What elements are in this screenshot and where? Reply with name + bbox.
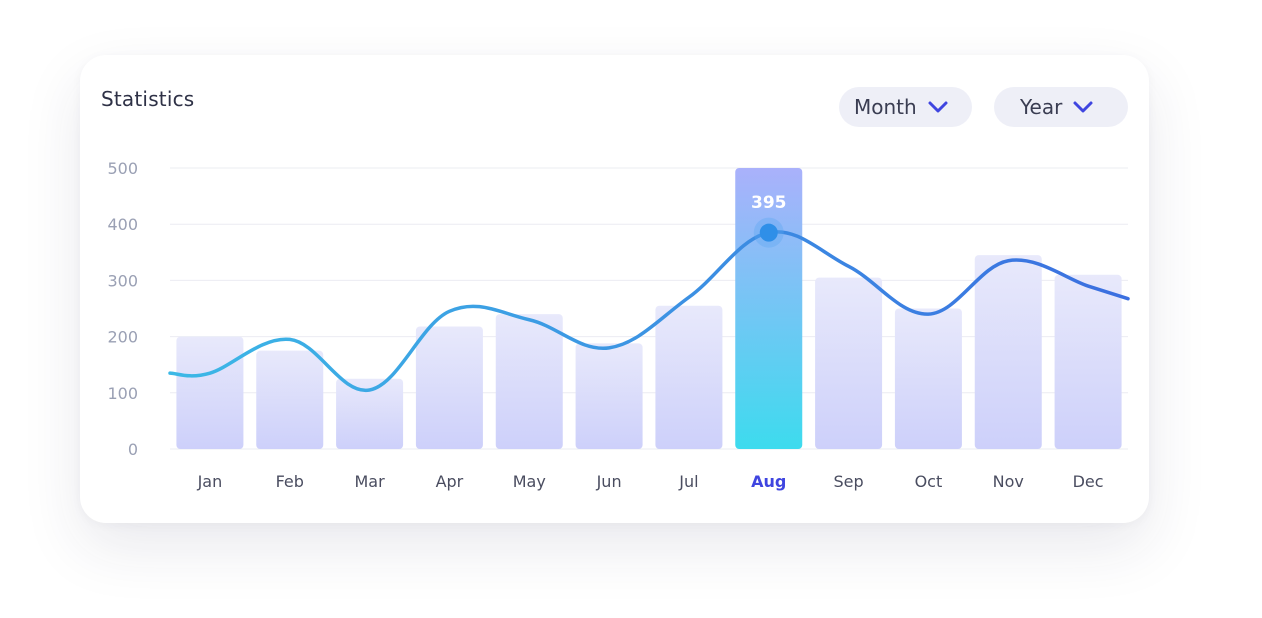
y-tick-label: 300 xyxy=(107,271,138,290)
x-tick-label: May xyxy=(513,472,546,491)
month-filter-label: Month xyxy=(854,95,917,119)
x-tick-label: Sep xyxy=(834,472,864,491)
bar xyxy=(336,378,404,449)
x-tick-label: Mar xyxy=(354,472,385,491)
bar xyxy=(894,308,962,449)
x-tick-label: Jul xyxy=(678,472,698,491)
bar xyxy=(1054,274,1122,449)
bar xyxy=(415,326,483,449)
trend-line xyxy=(168,230,1130,392)
x-tick-label: Oct xyxy=(915,472,943,491)
bar xyxy=(176,336,244,449)
chevron-down-icon xyxy=(1073,101,1093,113)
y-tick-label: 500 xyxy=(107,159,138,178)
x-tick-label: Apr xyxy=(436,472,464,491)
y-tick-label: 200 xyxy=(107,328,138,347)
x-tick-label: Dec xyxy=(1073,472,1104,491)
x-tick-label: Feb xyxy=(276,472,304,491)
bar xyxy=(974,255,1042,449)
y-tick-label: 0 xyxy=(128,440,138,459)
y-tick-label: 400 xyxy=(107,215,138,234)
y-tick-label: 100 xyxy=(107,384,138,403)
year-filter-label: Year xyxy=(1020,95,1063,119)
x-tick-label: Jun xyxy=(596,472,622,491)
x-tick-label: Aug xyxy=(751,472,786,491)
bar xyxy=(256,350,324,449)
statistics-card: Statistics Month Year 0 100 200 300 400 500 39… xyxy=(80,55,1149,523)
x-tick-label: Jan xyxy=(197,472,223,491)
bar xyxy=(815,277,883,449)
month-filter-dropdown[interactable]: Month xyxy=(839,87,972,127)
statistics-chart: 0 100 200 300 400 500 395 Jan Feb Mar Apr May Jun Jul… xyxy=(107,159,1130,491)
bar xyxy=(655,305,723,449)
chevron-down-icon xyxy=(928,101,948,113)
year-filter-dropdown[interactable]: Year xyxy=(994,87,1128,127)
card-title: Statistics xyxy=(101,87,195,111)
bar xyxy=(495,314,563,449)
x-tick-label: Nov xyxy=(993,472,1024,491)
bar-value-label: 395 xyxy=(751,193,787,213)
bar xyxy=(575,343,643,449)
data-point xyxy=(759,223,778,242)
